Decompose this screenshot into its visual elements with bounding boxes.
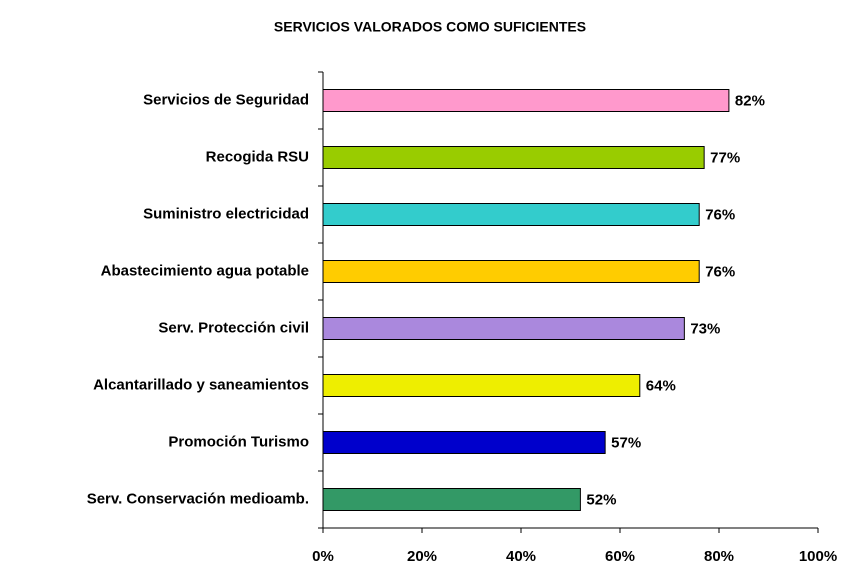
bar [322,431,606,454]
x-tick-label: 100% [799,548,837,565]
y-tick-label: Serv. Conservación medioamb. [87,490,309,507]
data-label: 76% [705,206,735,223]
data-label: 82% [735,92,765,109]
data-label: 52% [586,491,616,508]
chart-title: SERVICIOS VALORADOS COMO SUFICIENTES [274,19,586,35]
x-tick-label: 20% [407,548,437,565]
x-tick-label: 0% [312,548,334,565]
bar [322,374,641,397]
y-tick-label: Alcantarillado y saneamientos [93,376,309,393]
data-label: 73% [690,320,720,337]
y-tick-label: Abastecimiento agua potable [101,262,309,279]
x-tick-label: 80% [704,548,734,565]
bar [322,146,705,169]
bar [322,203,700,226]
x-tick-label: 60% [605,548,635,565]
data-label: 57% [611,434,641,451]
y-tick-label: Recogida RSU [206,148,309,165]
data-label: 64% [646,377,676,394]
y-tick-label: Suministro electricidad [143,205,309,222]
y-tick-label: Servicios de Seguridad [143,91,309,108]
data-label: 77% [710,149,740,166]
bar [322,488,581,511]
data-label: 76% [705,263,735,280]
y-tick-label: Serv. Protección civil [158,319,309,336]
bar [322,89,730,112]
y-tick-label: Promoción Turismo [168,433,309,450]
bar [322,260,700,283]
x-tick-label: 40% [506,548,536,565]
bar [322,317,685,340]
